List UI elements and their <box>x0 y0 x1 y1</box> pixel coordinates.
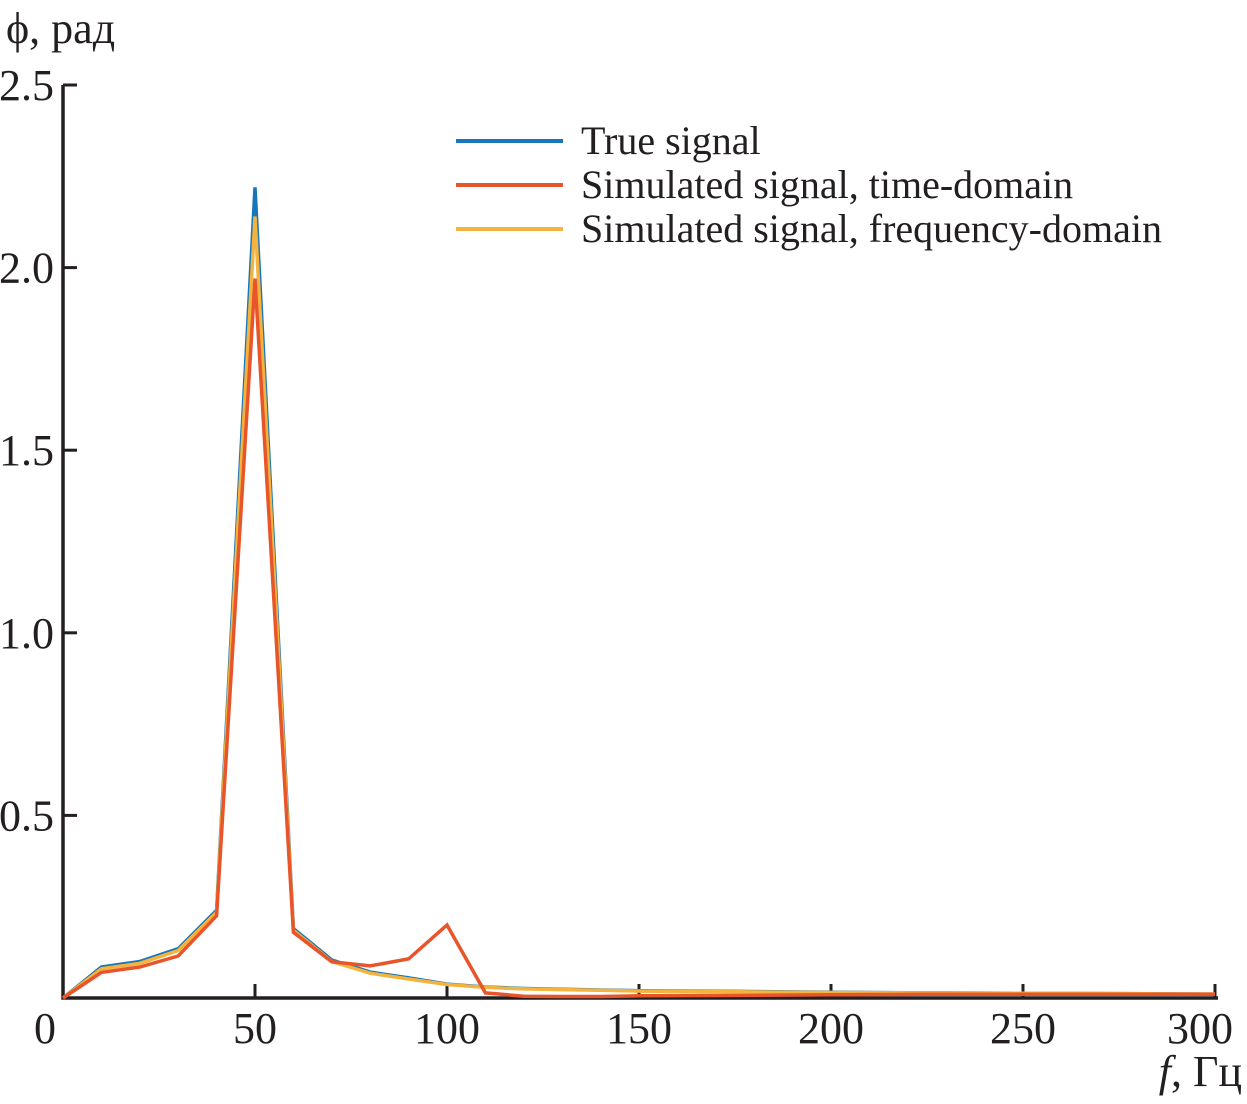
x-tick-label: 150 <box>606 1004 672 1053</box>
x-tick-label: 200 <box>798 1004 864 1053</box>
y-tick-label: 1.0 <box>0 609 54 658</box>
legend-line-true-signal-icon <box>456 139 563 143</box>
x-axis-variable: f <box>1158 1047 1172 1096</box>
y-axis-title: ϕ, рад <box>6 4 116 53</box>
legend-item-time-domain: Simulated signal, time-domain <box>456 163 1162 207</box>
legend-line-time-domain-icon <box>456 183 563 187</box>
x-axis-unit: , Гц <box>1171 1047 1242 1096</box>
legend-label-time-domain: Simulated signal, time-domain <box>581 162 1074 207</box>
x-tick-label: 250 <box>990 1004 1056 1053</box>
legend-line-frequency-domain-icon <box>456 227 563 231</box>
x-axis-title: f, Гц <box>1159 1048 1242 1096</box>
y-tick-label: 2.0 <box>0 244 54 293</box>
x-tick-label: 0 <box>34 1004 56 1053</box>
legend-label-true-signal: True signal <box>581 118 761 163</box>
y-tick-label: 0.5 <box>0 791 54 840</box>
legend-label-frequency-domain: Simulated signal, frequency-domain <box>581 206 1162 251</box>
x-tick-label: 300 <box>1167 1004 1233 1053</box>
series-line-2 <box>61 216 1216 1000</box>
legend-item-true-signal: True signal <box>456 119 1162 163</box>
series-line-1 <box>62 278 1215 1000</box>
x-tick-label: 100 <box>414 1004 480 1053</box>
y-tick-label: 1.5 <box>0 426 54 475</box>
legend: True signal Simulated signal, time-domai… <box>456 119 1162 251</box>
x-tick-label: 50 <box>233 1004 277 1053</box>
y-tick-label: 2.5 <box>0 61 54 110</box>
legend-item-frequency-domain: Simulated signal, frequency-domain <box>456 207 1162 251</box>
